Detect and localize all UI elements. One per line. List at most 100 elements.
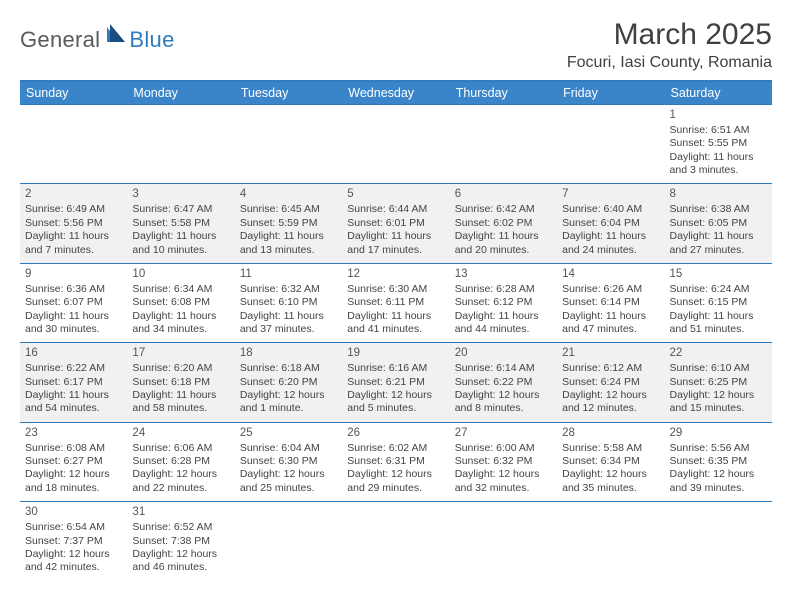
- sunrise-text: Sunrise: 6:12 AM: [562, 362, 659, 375]
- weekday-header-row: Sunday Monday Tuesday Wednesday Thursday…: [20, 81, 772, 105]
- day-number: 22: [670, 346, 767, 361]
- daylight-text: Daylight: 11 hours and 17 minutes.: [347, 230, 444, 257]
- day-number: 23: [25, 426, 122, 441]
- sunset-text: Sunset: 6:21 PM: [347, 376, 444, 389]
- daylight-text: Daylight: 11 hours and 7 minutes.: [25, 230, 122, 257]
- weekday-header: Tuesday: [235, 81, 342, 105]
- daylight-text: Daylight: 11 hours and 30 minutes.: [25, 310, 122, 337]
- calendar-week: 23Sunrise: 6:08 AMSunset: 6:27 PMDayligh…: [20, 422, 772, 501]
- calendar-day: [557, 105, 664, 184]
- day-number: 19: [347, 346, 444, 361]
- logo-text-general: General: [20, 27, 100, 53]
- daylight-text: Daylight: 12 hours and 5 minutes.: [347, 389, 444, 416]
- calendar-day: 25Sunrise: 6:04 AMSunset: 6:30 PMDayligh…: [235, 422, 342, 501]
- logo: General Blue: [20, 24, 175, 55]
- weekday-header: Friday: [557, 81, 664, 105]
- daylight-text: Daylight: 11 hours and 41 minutes.: [347, 310, 444, 337]
- daylight-text: Daylight: 12 hours and 8 minutes.: [455, 389, 552, 416]
- sunset-text: Sunset: 6:35 PM: [670, 455, 767, 468]
- sunset-text: Sunset: 6:01 PM: [347, 217, 444, 230]
- day-number: 18: [240, 346, 337, 361]
- calendar-day: 16Sunrise: 6:22 AMSunset: 6:17 PMDayligh…: [20, 343, 127, 422]
- day-number: 30: [25, 505, 122, 520]
- day-number: 31: [132, 505, 229, 520]
- sunrise-text: Sunrise: 6:24 AM: [670, 283, 767, 296]
- sunset-text: Sunset: 6:25 PM: [670, 376, 767, 389]
- daylight-text: Daylight: 12 hours and 25 minutes.: [240, 468, 337, 495]
- calendar-week: 1Sunrise: 6:51 AMSunset: 5:55 PMDaylight…: [20, 105, 772, 184]
- sunrise-text: Sunrise: 6:32 AM: [240, 283, 337, 296]
- calendar-day: [127, 105, 234, 184]
- sunset-text: Sunset: 6:11 PM: [347, 296, 444, 309]
- calendar-day: 22Sunrise: 6:10 AMSunset: 6:25 PMDayligh…: [665, 343, 772, 422]
- day-number: 8: [670, 187, 767, 202]
- day-number: 7: [562, 187, 659, 202]
- daylight-text: Daylight: 12 hours and 35 minutes.: [562, 468, 659, 495]
- daylight-text: Daylight: 12 hours and 46 minutes.: [132, 548, 229, 575]
- day-number: 25: [240, 426, 337, 441]
- day-number: 28: [562, 426, 659, 441]
- daylight-text: Daylight: 11 hours and 13 minutes.: [240, 230, 337, 257]
- calendar-day: 12Sunrise: 6:30 AMSunset: 6:11 PMDayligh…: [342, 263, 449, 342]
- sunset-text: Sunset: 6:07 PM: [25, 296, 122, 309]
- sunrise-text: Sunrise: 6:20 AM: [132, 362, 229, 375]
- daylight-text: Daylight: 12 hours and 29 minutes.: [347, 468, 444, 495]
- sunrise-text: Sunrise: 6:10 AM: [670, 362, 767, 375]
- sunrise-text: Sunrise: 6:00 AM: [455, 442, 552, 455]
- sunset-text: Sunset: 6:32 PM: [455, 455, 552, 468]
- sunrise-text: Sunrise: 6:44 AM: [347, 203, 444, 216]
- title-block: March 2025 Focuri, Iasi County, Romania: [567, 18, 772, 72]
- daylight-text: Daylight: 11 hours and 58 minutes.: [132, 389, 229, 416]
- sunset-text: Sunset: 5:56 PM: [25, 217, 122, 230]
- calendar-day: 2Sunrise: 6:49 AMSunset: 5:56 PMDaylight…: [20, 184, 127, 263]
- daylight-text: Daylight: 12 hours and 12 minutes.: [562, 389, 659, 416]
- day-number: 17: [132, 346, 229, 361]
- sunset-text: Sunset: 6:08 PM: [132, 296, 229, 309]
- day-number: 4: [240, 187, 337, 202]
- calendar-day: 28Sunrise: 5:58 AMSunset: 6:34 PMDayligh…: [557, 422, 664, 501]
- sunset-text: Sunset: 5:55 PM: [670, 137, 767, 150]
- day-number: 15: [670, 267, 767, 282]
- day-number: 3: [132, 187, 229, 202]
- sunset-text: Sunset: 6:10 PM: [240, 296, 337, 309]
- day-number: 10: [132, 267, 229, 282]
- day-number: 5: [347, 187, 444, 202]
- calendar-day: 15Sunrise: 6:24 AMSunset: 6:15 PMDayligh…: [665, 263, 772, 342]
- month-title: March 2025: [567, 18, 772, 52]
- sunset-text: Sunset: 6:20 PM: [240, 376, 337, 389]
- sunset-text: Sunset: 6:02 PM: [455, 217, 552, 230]
- sunset-text: Sunset: 6:27 PM: [25, 455, 122, 468]
- sunrise-text: Sunrise: 6:28 AM: [455, 283, 552, 296]
- sunrise-text: Sunrise: 6:45 AM: [240, 203, 337, 216]
- day-number: 1: [670, 108, 767, 123]
- day-number: 11: [240, 267, 337, 282]
- sunset-text: Sunset: 6:15 PM: [670, 296, 767, 309]
- calendar-day: 9Sunrise: 6:36 AMSunset: 6:07 PMDaylight…: [20, 263, 127, 342]
- calendar-day: 14Sunrise: 6:26 AMSunset: 6:14 PMDayligh…: [557, 263, 664, 342]
- sunrise-text: Sunrise: 6:34 AM: [132, 283, 229, 296]
- calendar-day: 6Sunrise: 6:42 AMSunset: 6:02 PMDaylight…: [450, 184, 557, 263]
- sunset-text: Sunset: 6:05 PM: [670, 217, 767, 230]
- sunrise-text: Sunrise: 6:16 AM: [347, 362, 444, 375]
- daylight-text: Daylight: 11 hours and 54 minutes.: [25, 389, 122, 416]
- daylight-text: Daylight: 11 hours and 37 minutes.: [240, 310, 337, 337]
- daylight-text: Daylight: 12 hours and 32 minutes.: [455, 468, 552, 495]
- day-number: 26: [347, 426, 444, 441]
- sunrise-text: Sunrise: 5:58 AM: [562, 442, 659, 455]
- daylight-text: Daylight: 12 hours and 15 minutes.: [670, 389, 767, 416]
- day-number: 13: [455, 267, 552, 282]
- sunrise-text: Sunrise: 6:52 AM: [132, 521, 229, 534]
- daylight-text: Daylight: 11 hours and 10 minutes.: [132, 230, 229, 257]
- sunrise-text: Sunrise: 6:51 AM: [670, 124, 767, 137]
- header: General Blue March 2025 Focuri, Iasi Cou…: [20, 18, 772, 72]
- sunrise-text: Sunrise: 6:14 AM: [455, 362, 552, 375]
- weekday-header: Saturday: [665, 81, 772, 105]
- calendar-day: 29Sunrise: 5:56 AMSunset: 6:35 PMDayligh…: [665, 422, 772, 501]
- daylight-text: Daylight: 11 hours and 3 minutes.: [670, 151, 767, 178]
- daylight-text: Daylight: 12 hours and 18 minutes.: [25, 468, 122, 495]
- calendar-week: 2Sunrise: 6:49 AMSunset: 5:56 PMDaylight…: [20, 184, 772, 263]
- calendar-day: 17Sunrise: 6:20 AMSunset: 6:18 PMDayligh…: [127, 343, 234, 422]
- logo-sail-icon: [105, 24, 127, 49]
- sunset-text: Sunset: 6:17 PM: [25, 376, 122, 389]
- calendar-day: 5Sunrise: 6:44 AMSunset: 6:01 PMDaylight…: [342, 184, 449, 263]
